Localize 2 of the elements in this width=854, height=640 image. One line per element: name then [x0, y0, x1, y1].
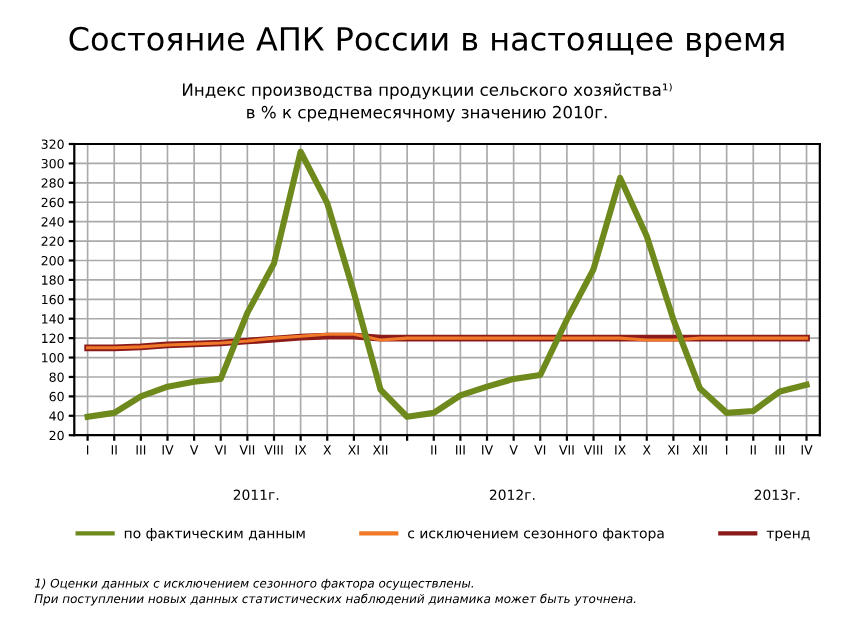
chart-subtitle: Индекс производства продукции сельского хозяйства¹⁾ в % к среднемесячному значению 2010г. [183, 83, 672, 122]
chart-title: Состояние АПК России в настоящее время [69, 26, 784, 58]
